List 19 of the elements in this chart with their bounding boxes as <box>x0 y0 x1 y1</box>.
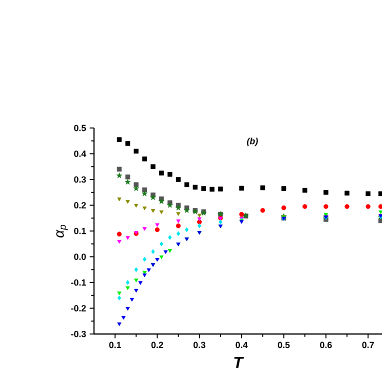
y-tick-label: 0.1 <box>74 228 86 234</box>
y-tick-label: 0.3 <box>74 176 86 183</box>
x-tick-label: 0.7 <box>362 342 374 348</box>
annotation: (b) <box>247 138 258 146</box>
y-tick-label: -0.1 <box>71 279 86 286</box>
y-tick-label: -0.3 <box>71 330 86 338</box>
x-tick-label: 0.2 <box>151 342 164 348</box>
y-tick-label: 0.2 <box>74 202 86 208</box>
x-tick-label: 0.1 <box>109 342 122 348</box>
y-tick-label: 0.4 <box>74 150 86 157</box>
x-axis-title: T <box>234 356 244 368</box>
y-tick-label: 0.5 <box>74 124 86 132</box>
y-tick-label: 0.0 <box>74 254 86 260</box>
x-tick-label: 0.4 <box>236 342 248 348</box>
x-tick-label: 0.3 <box>194 342 206 348</box>
y-tick-label: -0.2 <box>71 305 86 312</box>
x-tick-label: 0.5 <box>278 342 290 348</box>
y-axis-title: α$_{p}$ <box>56 224 68 238</box>
x-tick-label: 0.6 <box>320 342 332 348</box>
